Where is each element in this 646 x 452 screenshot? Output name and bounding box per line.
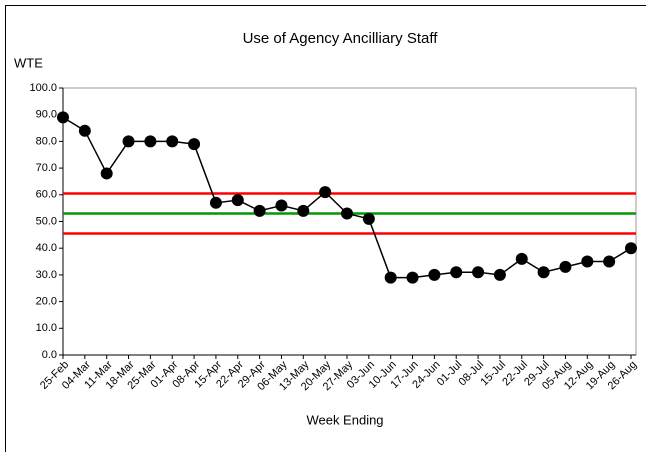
data-point [275, 199, 288, 212]
y-tick-label: 10.0 [36, 322, 57, 334]
y-axis-title: WTE [14, 55, 43, 70]
data-point [406, 271, 419, 284]
data-point [515, 252, 528, 265]
data-point [384, 271, 397, 284]
data-point [450, 266, 463, 279]
data-point [493, 268, 506, 281]
data-point [319, 186, 332, 199]
data-point [209, 196, 222, 209]
data-point [472, 266, 485, 279]
data-point [625, 242, 637, 255]
y-tick-label: 50.0 [36, 215, 57, 227]
data-point [231, 194, 244, 207]
data-point [297, 204, 310, 217]
y-tick-label: 0.0 [42, 349, 57, 361]
data-point [603, 255, 616, 268]
data-point [144, 135, 157, 148]
data-point [581, 255, 594, 268]
data-point [166, 135, 179, 148]
plot-area [62, 87, 637, 356]
data-point [100, 167, 113, 180]
data-point [428, 268, 441, 281]
y-tick-label: 80.0 [36, 135, 57, 147]
y-tick-label: 70.0 [36, 162, 57, 174]
y-tick-label: 100.0 [29, 82, 57, 94]
data-point [57, 111, 69, 124]
data-point [341, 207, 353, 220]
data-point [362, 212, 375, 225]
data-point [78, 124, 91, 137]
y-tick-label: 30.0 [36, 269, 57, 281]
y-tick-label: 60.0 [36, 189, 57, 201]
data-point [559, 260, 572, 273]
chart-title: Use of Agency Ancilliary Staff [243, 30, 439, 47]
x-axis-title: Week Ending [306, 412, 383, 427]
data-point [253, 204, 266, 217]
y-tick-label: 40.0 [36, 242, 57, 254]
y-tick-label: 90.0 [36, 109, 57, 121]
y-tick-label: 20.0 [36, 296, 57, 308]
data-point [537, 266, 550, 279]
data-point [188, 138, 201, 151]
data-point [122, 135, 135, 148]
